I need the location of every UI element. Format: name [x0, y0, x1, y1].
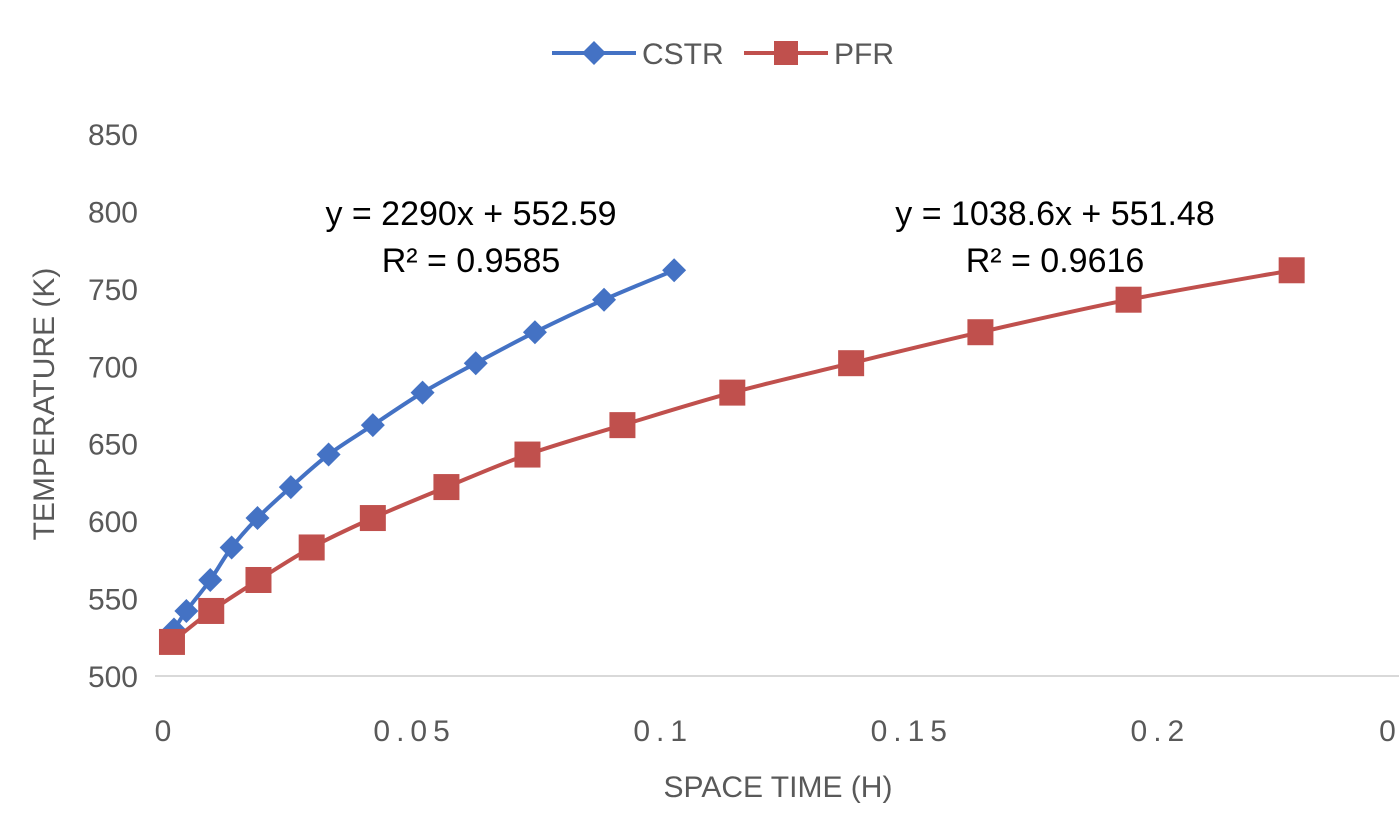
data-point-pfr — [719, 379, 746, 406]
y-tick-labels: 500 550 600 650 700 750 800 850 — [88, 119, 138, 694]
series-cstr — [161, 258, 687, 642]
data-point-cstr — [245, 506, 270, 531]
legend-cstr-label: CSTR — [642, 38, 724, 71]
pfr-trendline-annotation: y = 1038.6x + 551.48 R² = 0.9616 — [895, 195, 1214, 280]
x-tick-label: 0.15 — [871, 715, 953, 748]
legend-pfr-marker — [774, 41, 798, 65]
y-tick-label: 650 — [88, 429, 138, 462]
data-point-cstr — [198, 567, 223, 592]
data-point-pfr — [298, 534, 325, 561]
data-point-pfr — [838, 350, 865, 377]
x-tick-label: 0 — [155, 715, 178, 748]
pfr-equation: y = 1038.6x + 551.48 — [895, 195, 1214, 233]
data-point-pfr — [198, 597, 225, 624]
data-point-pfr — [158, 628, 185, 655]
x-tick-label: 0.2 — [1379, 715, 1399, 748]
legend-pfr-label: PFR — [834, 38, 894, 71]
legend: CSTR PFR — [552, 38, 894, 71]
data-point-pfr — [433, 474, 460, 501]
series-pfr — [158, 257, 1305, 655]
data-point-cstr — [522, 320, 547, 345]
data-point-pfr — [514, 441, 541, 468]
plot-area — [158, 257, 1305, 655]
data-point-pfr — [967, 319, 994, 346]
cstr-r-squared: R² = 0.9585 — [382, 242, 561, 280]
x-tick-label: 0.1 — [633, 715, 693, 748]
y-tick-label: 800 — [88, 196, 138, 229]
y-tick-label: 550 — [88, 584, 138, 617]
data-point-cstr — [463, 351, 488, 376]
data-point-pfr — [1115, 286, 1142, 313]
data-point-pfr — [1278, 257, 1305, 284]
pfr-r-squared: R² = 0.9616 — [966, 242, 1145, 280]
x-tick-label: 0.05 — [373, 715, 455, 748]
data-point-pfr — [245, 566, 272, 593]
data-point-pfr — [359, 505, 386, 532]
data-point-cstr — [278, 475, 303, 500]
y-tick-label: 750 — [88, 274, 138, 307]
y-tick-label: 500 — [88, 661, 138, 694]
x-axis-title: SPACE TIME (H) — [664, 771, 893, 804]
data-point-cstr — [174, 598, 199, 623]
data-point-pfr — [609, 412, 636, 439]
cstr-equation: y = 2290x + 552.59 — [325, 195, 616, 233]
data-point-cstr — [410, 380, 435, 405]
data-point-cstr — [219, 535, 244, 560]
y-tick-label: 700 — [88, 351, 138, 384]
data-point-cstr — [360, 413, 385, 438]
data-point-cstr — [662, 258, 687, 283]
legend-cstr-marker — [582, 41, 606, 65]
cstr-trendline-annotation: y = 2290x + 552.59 R² = 0.9585 — [325, 195, 616, 280]
y-tick-label: 850 — [88, 119, 138, 152]
y-axis-title: TEMPERATURE (K) — [28, 268, 61, 541]
data-point-cstr — [592, 287, 617, 312]
x-tick-labels: 0 0.05 0.1 0.15 0.2 0.2 — [155, 715, 1399, 748]
data-point-cstr — [316, 442, 341, 467]
series-line-pfr — [170, 268, 1293, 644]
x-tick-label: 0.2 — [1131, 715, 1191, 748]
y-tick-label: 600 — [88, 506, 138, 539]
